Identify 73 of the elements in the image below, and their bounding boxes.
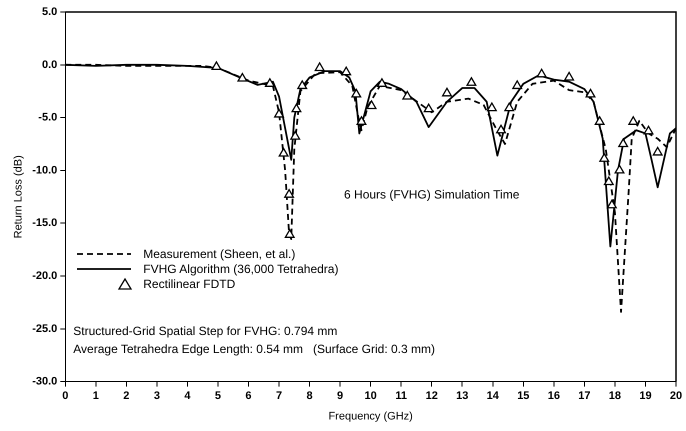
x-tick-label: 16 (548, 390, 560, 402)
point (486, 102, 497, 112)
x-tick-label: 1 (92, 390, 99, 402)
point (264, 78, 275, 87)
point (356, 116, 366, 125)
point (402, 90, 412, 100)
y-axis-title: Return Loss (dB) (12, 155, 25, 238)
x-tick-label: 19 (639, 390, 652, 402)
point (628, 116, 638, 125)
point (599, 153, 610, 162)
y-tick-label: 0.0 (42, 58, 58, 71)
point (466, 77, 476, 86)
x-tick-label: 18 (608, 390, 622, 402)
x-tick-label: 7 (276, 390, 282, 402)
x-axis-title: Frequency (GHz) (328, 410, 413, 422)
annotation: Average Tetrahedra Edge Length: 0.54 mm (Surface Grid: 0.3 mm) (73, 342, 436, 356)
y-tick-label: -25.0 (32, 322, 58, 335)
x-tick-label: 13 (456, 390, 468, 402)
point (291, 104, 302, 112)
point (644, 126, 654, 134)
x-tick-label: 4 (184, 390, 192, 402)
point (314, 62, 325, 72)
x-tick-label: 20 (670, 390, 682, 402)
point (512, 80, 522, 90)
point (594, 116, 605, 125)
point (652, 146, 663, 156)
point (284, 229, 295, 238)
point (278, 148, 289, 157)
x-tick-label: 2 (123, 390, 130, 402)
y-tick-label: -15.0 (32, 217, 58, 230)
point (366, 100, 377, 110)
point (618, 138, 628, 148)
x-tick-label: 6 (245, 390, 252, 402)
legend-label: FVHG Algorithm (36,000 Tetrahedra) (143, 262, 338, 277)
point (536, 68, 547, 78)
point (237, 72, 248, 82)
point (211, 61, 222, 70)
x-tick-label: 12 (426, 390, 438, 402)
x-tick-label: 10 (364, 390, 377, 402)
x-tick-label: 17 (578, 390, 591, 402)
annotation: Structured-Grid Spatial Step for FVHG: 0.794 mm (73, 324, 338, 338)
point (614, 164, 624, 174)
point (351, 88, 362, 98)
x-tick-label: 3 (154, 390, 160, 402)
point (424, 104, 434, 112)
point (604, 176, 614, 186)
y-tick-label: -5.0 (38, 112, 58, 124)
point (341, 66, 352, 76)
point (606, 200, 617, 208)
y-tick-label: 5.0 (42, 6, 58, 18)
x-tick-label: 5 (214, 390, 222, 402)
annotation: 6 Hours (FVHG) Simulation Time (344, 187, 520, 202)
x-tick-label: 8 (306, 390, 313, 402)
point (284, 189, 294, 198)
legend-label: Measurement (Sheen, et al.) (143, 246, 296, 262)
point (564, 72, 574, 81)
x-tick-label: 0 (62, 390, 68, 402)
point (297, 80, 308, 90)
y-tick-label: -10.0 (32, 164, 58, 176)
x-tick-label: 15 (517, 390, 530, 402)
legend-label: Rectilinear FDTD (143, 276, 236, 292)
point (496, 124, 506, 134)
x-tick-label: 9 (337, 390, 344, 402)
y-tick-label: -30.0 (32, 376, 58, 388)
x-tick-label: 14 (486, 390, 500, 402)
y-tick-label: -20.0 (32, 270, 58, 282)
point (442, 88, 452, 96)
point (586, 88, 596, 98)
point (290, 130, 300, 140)
point (376, 78, 387, 87)
point (274, 108, 284, 118)
point (504, 102, 514, 112)
x-tick-label: 11 (395, 390, 407, 402)
